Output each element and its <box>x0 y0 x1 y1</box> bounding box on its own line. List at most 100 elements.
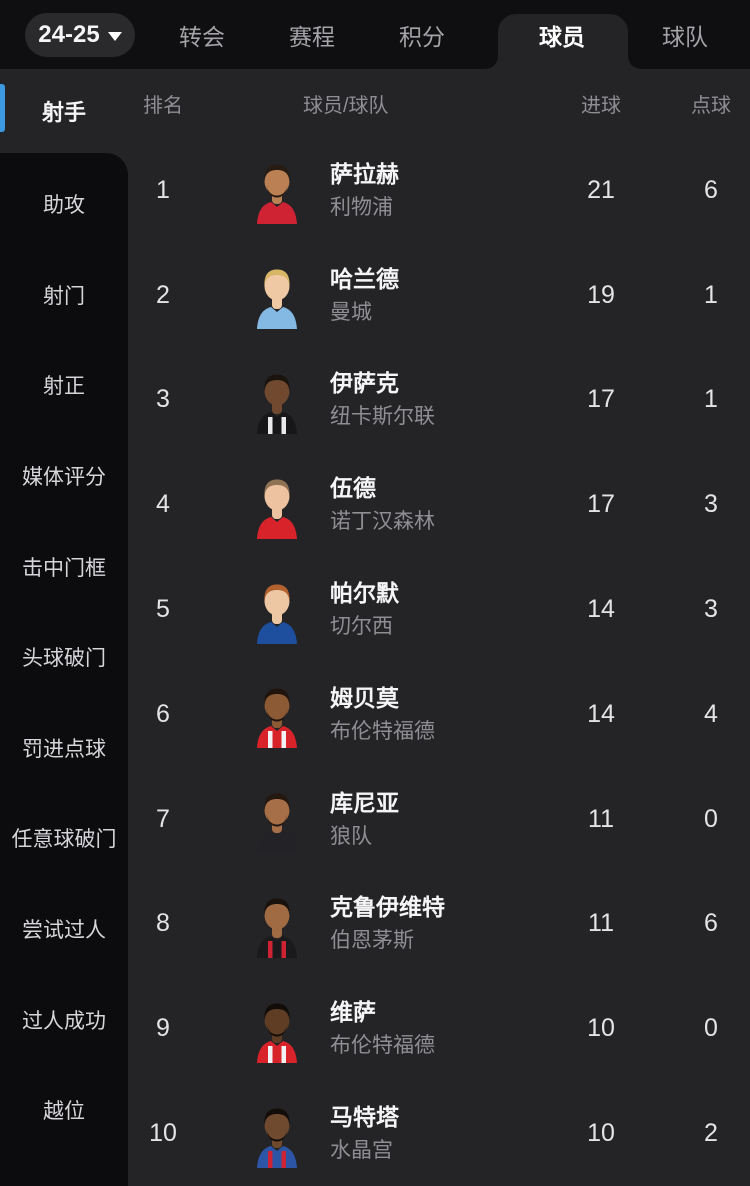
player-team: 伯恩茅斯 <box>330 929 414 953</box>
player-name: 姆贝莫 <box>330 684 399 711</box>
tab-transfers[interactable]: 转会 <box>179 23 225 50</box>
goals-value: 11 <box>588 909 614 938</box>
player-avatar <box>245 261 309 330</box>
player-photo-placeholder <box>257 793 297 854</box>
tab-players[interactable]: 球员 <box>539 23 585 50</box>
player-name: 马特塔 <box>330 1104 399 1131</box>
sidebar-item[interactable]: 任意球破门 <box>0 793 128 884</box>
player-team: 布伦特福德 <box>330 719 435 743</box>
sidebar-item-label: 任意球破门 <box>11 828 117 852</box>
sidebar-item[interactable]: 尝试过人 <box>0 884 128 975</box>
player-photo-placeholder <box>257 1003 297 1063</box>
player-team: 切尔西 <box>330 615 393 639</box>
goals-value: 17 <box>587 490 615 519</box>
penalties-value: 3 <box>704 595 718 624</box>
player-photo-placeholder <box>257 479 297 539</box>
player-team: 水晶宫 <box>330 1139 393 1163</box>
player-name: 伊萨克 <box>330 370 399 397</box>
table-row[interactable]: 2 哈兰德 曼城 19 1 <box>128 243 750 348</box>
player-photo-placeholder <box>257 164 297 225</box>
table-row[interactable]: 6 姆贝莫 布伦特福德 14 4 <box>128 662 750 767</box>
table-row[interactable]: 7 库尼亚 狼队 11 0 <box>128 767 750 872</box>
player-info: 库尼亚 狼队 <box>330 789 399 850</box>
player-avatar <box>245 785 309 854</box>
sidebar-item-label: 尝试过人 <box>22 919 106 943</box>
sidebar-item-label: 射正 <box>43 375 85 399</box>
player-rank: 3 <box>156 385 170 414</box>
player-name: 维萨 <box>330 999 376 1026</box>
player-info: 帕尔默 切尔西 <box>330 579 399 640</box>
header-player: 球员/球队 <box>303 95 389 117</box>
player-team: 布伦特福德 <box>330 1034 435 1058</box>
table-row[interactable]: 5 帕尔默 切尔西 14 3 <box>128 557 750 662</box>
table-row[interactable]: 3 伊萨克 纽卡斯尔联 17 1 <box>128 348 750 453</box>
player-info: 维萨 布伦特福德 <box>330 998 435 1059</box>
player-rank: 6 <box>156 699 170 728</box>
tab-flare-left <box>486 57 498 69</box>
player-name: 帕尔默 <box>330 580 399 607</box>
goals-value: 14 <box>587 595 615 624</box>
player-name: 伍德 <box>330 475 376 502</box>
sidebar-item-label: 射门 <box>43 284 85 308</box>
sidebar-item[interactable]: 射正 <box>0 340 128 431</box>
tab-teams[interactable]: 球队 <box>662 23 708 50</box>
table-row[interactable]: 8 克鲁伊维特 伯恩茅斯 11 6 <box>128 872 750 977</box>
sidebar-item[interactable]: 过人成功 <box>0 974 128 1065</box>
sidebar-item[interactable]: 罚进点球 <box>0 703 128 794</box>
tab-standings[interactable]: 积分 <box>399 23 445 50</box>
player-rank: 10 <box>149 1119 177 1148</box>
penalties-value: 3 <box>704 490 718 519</box>
sidebar-item-label: 助攻 <box>43 194 85 218</box>
player-photo-placeholder <box>257 1108 297 1168</box>
player-info: 萨拉赫 利物浦 <box>330 160 399 221</box>
player-avatar <box>245 890 309 958</box>
player-info: 伍德 诺丁汉森林 <box>330 474 435 535</box>
player-photo-placeholder <box>257 898 297 958</box>
penalties-value: 2 <box>704 1119 718 1148</box>
table-row[interactable]: 1 萨拉赫 利物浦 21 6 <box>128 138 750 243</box>
player-info: 哈兰德 曼城 <box>330 265 399 326</box>
penalties-value: 6 <box>704 175 718 204</box>
player-rank: 4 <box>156 490 170 519</box>
sidebar-item[interactable]: 媒体评分 <box>0 431 128 522</box>
player-photo-placeholder <box>257 269 297 330</box>
sidebar-item[interactable]: 越位 <box>0 1065 128 1156</box>
table-row[interactable]: 9 维萨 布伦特福德 10 0 <box>128 976 750 1081</box>
player-team: 狼队 <box>330 824 372 848</box>
table-row[interactable]: 4 伍德 诺丁汉森林 17 3 <box>128 452 750 557</box>
sidebar-item[interactable]: 助攻 <box>0 159 128 250</box>
player-name: 库尼亚 <box>330 789 399 816</box>
goals-value: 21 <box>587 175 615 204</box>
header-rank: 排名 <box>143 95 183 117</box>
penalties-value: 1 <box>704 280 718 309</box>
player-avatar <box>245 995 309 1063</box>
player-team: 曼城 <box>330 300 372 324</box>
sidebar-item[interactable]: 头球破门 <box>0 612 128 703</box>
sidebar-item[interactable]: 射门 <box>0 250 128 341</box>
player-avatar <box>245 680 309 749</box>
sidebar-item-label: 媒体评分 <box>22 466 106 490</box>
player-info: 马特塔 水晶宫 <box>330 1103 399 1164</box>
header-penalties: 点球 <box>691 95 731 117</box>
sidebar: 助攻 射门 射正 媒体评分 击中门框 头球破门 罚进点球 任意球破门 尝试过人 … <box>0 153 128 1186</box>
player-avatar <box>245 156 309 225</box>
player-avatar <box>245 1100 309 1168</box>
goals-value: 19 <box>587 280 615 309</box>
player-name: 哈兰德 <box>330 265 399 292</box>
player-team: 利物浦 <box>330 195 393 219</box>
header-goals: 进球 <box>581 95 621 117</box>
penalties-value: 0 <box>704 1014 718 1043</box>
player-name: 萨拉赫 <box>330 160 399 187</box>
tab-fixtures[interactable]: 赛程 <box>289 23 335 50</box>
sidebar-item[interactable]: 击中门框 <box>0 521 128 612</box>
table-header: 排名 球员/球队 进球 点球 <box>128 69 750 138</box>
selected-indicator-bar <box>0 84 5 132</box>
sidebar-item-label: 罚进点球 <box>22 737 106 761</box>
player-rank: 9 <box>156 1014 170 1043</box>
sidebar-item-scorers[interactable]: 射手 <box>0 69 128 153</box>
topbar: 24-25 转会 赛程 积分 球员 球队 <box>0 0 750 69</box>
player-team: 诺丁汉森林 <box>330 510 435 534</box>
table-row[interactable]: 10 马特塔 水晶宫 10 2 <box>128 1081 750 1186</box>
penalties-value: 6 <box>704 909 718 938</box>
season-selector[interactable]: 24-25 <box>25 13 135 57</box>
